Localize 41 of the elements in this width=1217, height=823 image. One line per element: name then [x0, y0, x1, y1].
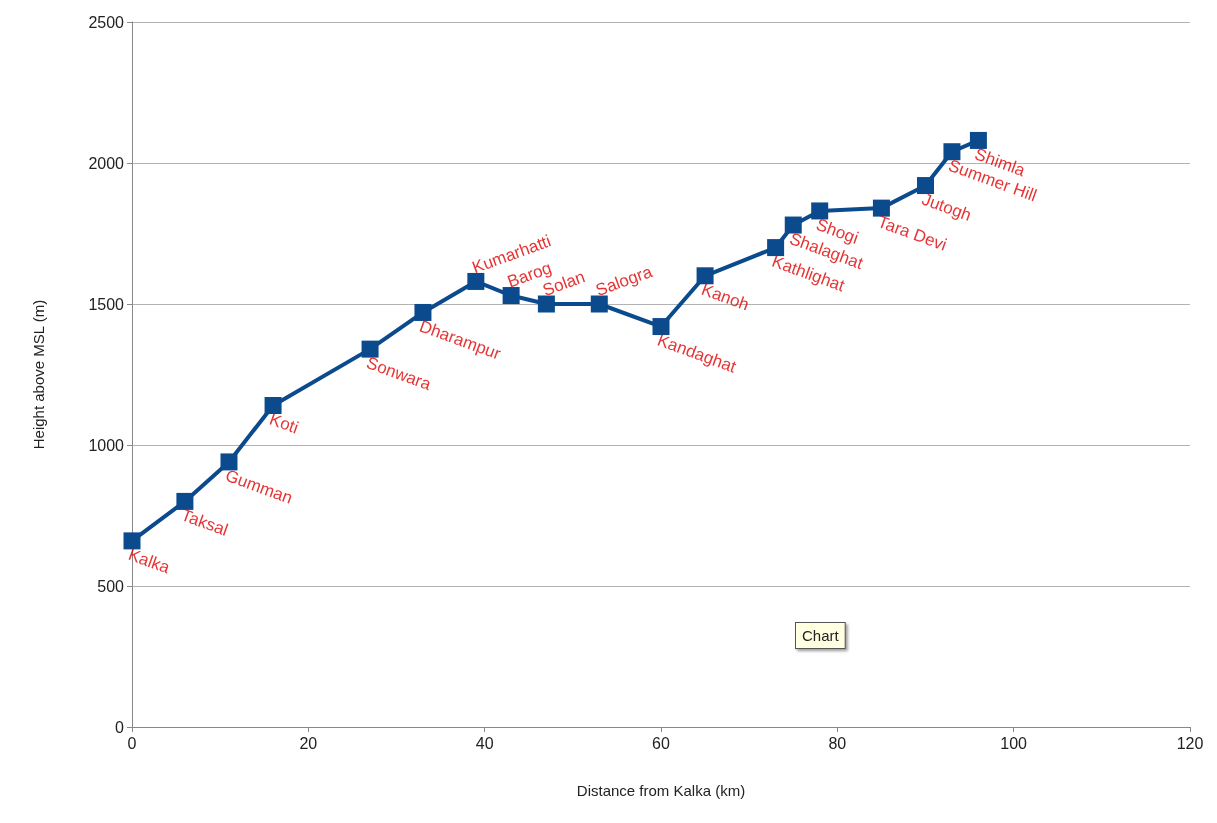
point	[502, 287, 520, 305]
x-tick-label: 0	[127, 734, 137, 752]
annotation: Chart	[802, 627, 840, 644]
point	[264, 397, 282, 415]
annotation: Salogra	[593, 261, 656, 300]
point	[537, 295, 555, 313]
point	[652, 318, 670, 336]
y-tick-label: 1500	[88, 295, 125, 313]
y-axis-title: Height above MSL (m)	[30, 299, 47, 450]
point	[361, 340, 379, 358]
y-tick-label: 2500	[88, 13, 125, 31]
x-tick-label: 100	[1000, 734, 1028, 752]
annotation: Kanoh	[698, 279, 752, 315]
x-tick-label: 120	[1176, 734, 1204, 752]
annotation: Koti	[266, 409, 301, 438]
point	[943, 143, 961, 161]
y-tick-label: 2000	[88, 154, 125, 172]
point	[784, 216, 802, 234]
point	[767, 239, 785, 257]
x-tick-label: 60	[652, 734, 670, 752]
point	[917, 177, 934, 195]
y-tick-label: 500	[97, 577, 125, 595]
annotation: Taksal	[178, 505, 231, 540]
point	[969, 131, 987, 149]
point	[220, 453, 238, 471]
x-tick-label: 20	[299, 734, 318, 752]
y-tick-label: 1000	[88, 436, 125, 454]
point	[123, 532, 141, 550]
point	[414, 303, 432, 321]
x-axis-title: Distance from Kalka (km)	[576, 782, 746, 799]
annotation: Jutogh	[919, 189, 974, 225]
point	[696, 267, 714, 285]
point	[590, 295, 608, 313]
point	[176, 492, 194, 510]
point	[467, 272, 485, 290]
annotation: Kalka	[125, 544, 173, 578]
x-tick-label: 40	[475, 734, 494, 752]
x-tick-label: 80	[828, 734, 847, 752]
point	[872, 199, 890, 217]
point	[811, 202, 829, 220]
y-tick-label: 0	[115, 718, 125, 736]
